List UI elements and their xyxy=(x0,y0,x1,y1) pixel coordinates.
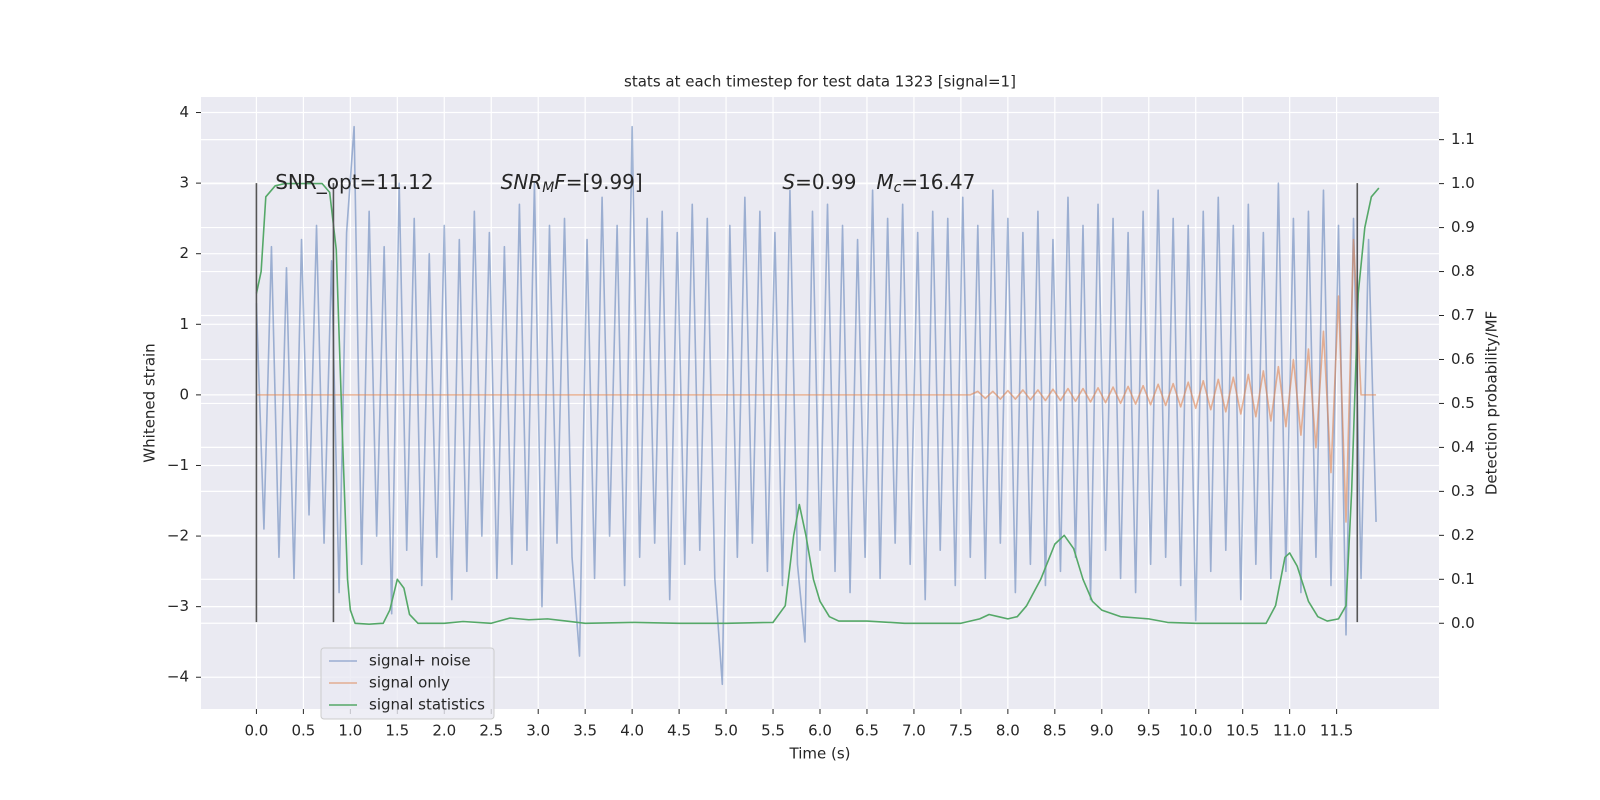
legend: signal+ noise signal only signal statistic… xyxy=(320,647,495,720)
annotation-part: =0.99 xyxy=(795,170,856,194)
y2-tick-label: 0.9 xyxy=(1451,218,1475,236)
y2-tick-label: 1.1 xyxy=(1451,130,1475,148)
y2-tick-label: 0.4 xyxy=(1451,438,1475,456)
annotation-part: M xyxy=(876,170,893,194)
annotation-part: M xyxy=(542,180,554,196)
y2-axis-label: Detection probability/MF xyxy=(1483,311,1501,495)
annotation: SNRMF=[9.99] xyxy=(501,170,643,197)
y2-tick-label: 0.3 xyxy=(1451,482,1475,500)
chart-title: stats at each timestep for test data 132… xyxy=(624,73,1016,91)
y-tick-label: 1 xyxy=(179,315,189,333)
y2-tick-label: 0.1 xyxy=(1451,570,1475,588)
x-tick-label: 7.0 xyxy=(902,722,926,740)
x-tick-label: 5.5 xyxy=(761,722,785,740)
x-tick-label: 9.5 xyxy=(1137,722,1161,740)
x-tick-label: 11.5 xyxy=(1320,722,1353,740)
y2-tick-label: 0.2 xyxy=(1451,526,1475,544)
x-tick-label: 10.5 xyxy=(1226,722,1259,740)
annotation-part: =[9.99] xyxy=(566,170,643,194)
x-tick-label: 5.0 xyxy=(714,722,738,740)
annotation-part: F xyxy=(554,170,566,194)
series-line xyxy=(256,238,1377,523)
x-tick-label: 2.5 xyxy=(479,722,503,740)
annotation: SNR_opt=11.12 xyxy=(275,170,433,194)
x-tick-label: 2.0 xyxy=(432,722,456,740)
y-tick-label: −3 xyxy=(167,597,189,615)
y-tick-label: 4 xyxy=(179,103,189,121)
legend-label: signal+ noise xyxy=(369,652,471,670)
x-tick-label: 0.5 xyxy=(291,722,315,740)
series-line xyxy=(255,125,1377,686)
legend-label: signal only xyxy=(369,674,450,692)
y-tick-label: 0 xyxy=(179,385,189,403)
series-line xyxy=(255,182,1380,625)
y2-tick-label: 0.7 xyxy=(1451,306,1475,324)
annotation-part: SNR xyxy=(501,170,543,194)
y2-tick-label: 0.5 xyxy=(1451,394,1475,412)
x-tick-label: 4.5 xyxy=(667,722,691,740)
x-tick-label: 10.0 xyxy=(1179,722,1212,740)
x-tick-label: 4.0 xyxy=(620,722,644,740)
y-tick-label: 2 xyxy=(179,244,189,262)
y2-tick-label: 0.0 xyxy=(1451,614,1475,632)
x-tick-label: 1.0 xyxy=(338,722,362,740)
x-tick-label: 9.0 xyxy=(1090,722,1114,740)
x-tick-label: 7.5 xyxy=(949,722,973,740)
annotation: Mc=16.47 xyxy=(876,170,975,197)
annotation-part: c xyxy=(894,180,902,196)
legend-label: signal statistics xyxy=(369,696,485,714)
x-tick-label: 8.5 xyxy=(1043,722,1067,740)
x-tick-label: 3.0 xyxy=(526,722,550,740)
x-tick-label: 6.0 xyxy=(808,722,832,740)
y-axis-label: Whitened strain xyxy=(141,343,159,462)
legend-box xyxy=(320,647,495,720)
y2-tick-label: 0.8 xyxy=(1451,262,1475,280)
x-axis-label: Time (s) xyxy=(789,745,851,763)
x-tick-label: 11.0 xyxy=(1273,722,1306,740)
x-tick-label: 6.5 xyxy=(855,722,879,740)
annotation-part: SNR_opt=11.12 xyxy=(275,170,433,194)
y-tick-label: −1 xyxy=(167,456,189,474)
annotation-part: =16.47 xyxy=(901,170,975,194)
annotation-part: S xyxy=(782,170,795,194)
x-tick-label: 1.5 xyxy=(385,722,409,740)
y-tick-label: −2 xyxy=(167,527,189,545)
annotation: S=0.99 xyxy=(782,170,856,194)
y2-tick-label: 1.0 xyxy=(1451,174,1475,192)
x-tick-label: 8.0 xyxy=(996,722,1020,740)
y-tick-label: 3 xyxy=(179,174,189,192)
y-tick-label: −4 xyxy=(167,668,189,686)
x-tick-label: 0.0 xyxy=(244,722,268,740)
x-tick-label: 3.5 xyxy=(573,722,597,740)
y2-tick-label: 0.6 xyxy=(1451,350,1475,368)
